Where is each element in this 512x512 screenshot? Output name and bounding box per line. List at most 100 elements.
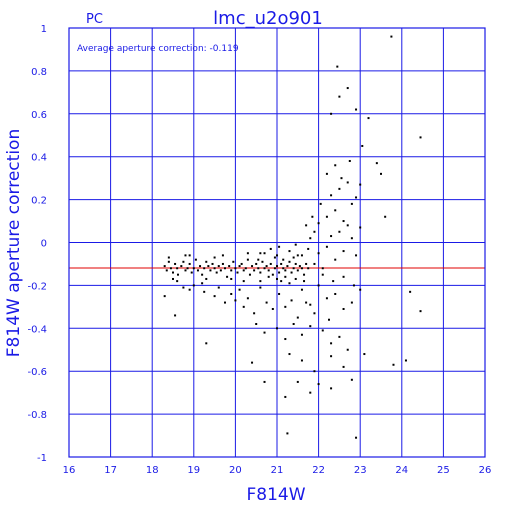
data-point	[292, 267, 295, 270]
data-point	[294, 277, 297, 280]
data-point	[259, 271, 262, 274]
data-point	[276, 277, 278, 280]
data-point	[419, 136, 422, 139]
data-point	[234, 299, 237, 302]
data-point	[246, 297, 249, 300]
data-point	[309, 391, 312, 394]
data-point	[280, 280, 283, 283]
data-point	[267, 269, 270, 272]
data-point	[305, 262, 308, 265]
data-point	[238, 265, 241, 268]
data-point	[255, 262, 258, 265]
data-point	[263, 331, 266, 334]
y-tick-labels: -1 -0.8 -0.6 -0.4 -0.2 0 0.2 0.4 0.6 0.8 1	[27, 24, 47, 464]
data-point	[224, 267, 226, 270]
data-point	[221, 262, 224, 265]
data-point	[186, 267, 189, 270]
data-point	[313, 230, 316, 233]
data-point	[269, 262, 272, 265]
data-point	[167, 260, 170, 263]
x-tick-label: 26	[479, 465, 492, 476]
data-point	[236, 271, 239, 274]
data-point	[215, 271, 218, 274]
data-point	[205, 342, 208, 345]
data-point	[240, 262, 243, 265]
data-point	[230, 269, 233, 272]
y-axis-label: F814W aperture correction	[4, 129, 24, 357]
data-point	[330, 355, 333, 358]
data-point	[219, 269, 222, 272]
data-point	[251, 361, 254, 364]
data-point	[244, 267, 247, 270]
data-point	[201, 273, 204, 276]
data-point	[207, 265, 210, 268]
data-point	[307, 247, 310, 250]
data-point	[284, 275, 287, 278]
data-point	[338, 95, 341, 98]
data-point	[257, 267, 260, 270]
y-tick-label: -0.2	[27, 281, 47, 292]
data-point	[317, 222, 320, 225]
y-tick-label: -0.6	[27, 367, 47, 378]
data-point	[167, 256, 170, 259]
data-point	[280, 262, 283, 265]
data-point	[251, 265, 254, 268]
data-point	[228, 265, 231, 268]
data-point	[367, 117, 370, 120]
data-point	[390, 35, 393, 38]
data-point	[267, 275, 270, 278]
data-point	[238, 288, 241, 291]
data-point	[348, 159, 351, 162]
data-point	[359, 226, 362, 229]
data-point	[305, 301, 308, 304]
data-point	[325, 245, 328, 248]
data-point	[182, 286, 185, 289]
data-point	[330, 194, 333, 197]
data-point	[328, 318, 330, 321]
x-tick-labels: 16 17 18 19 20 21 22 23 24 25 26	[63, 465, 492, 476]
data-point	[290, 299, 293, 302]
data-point	[169, 267, 172, 270]
data-point	[174, 262, 177, 265]
data-point	[300, 288, 303, 291]
data-point	[184, 269, 187, 272]
data-point	[278, 245, 281, 248]
data-point	[409, 290, 412, 293]
data-point	[263, 380, 266, 383]
data-point	[288, 260, 291, 263]
data-point	[284, 395, 287, 398]
data-point	[265, 301, 268, 304]
data-point	[205, 277, 208, 280]
data-point	[342, 220, 345, 223]
data-point	[350, 301, 353, 304]
data-point	[334, 209, 337, 212]
data-point	[196, 269, 199, 272]
data-point	[188, 254, 191, 257]
data-point	[309, 303, 312, 306]
data-point	[419, 310, 422, 313]
data-point	[380, 172, 382, 175]
y-tick-label: 0.8	[31, 67, 47, 78]
data-point	[184, 254, 187, 257]
data-point	[242, 269, 245, 272]
data-point	[338, 187, 341, 190]
data-point	[188, 262, 191, 265]
data-point	[296, 380, 299, 383]
data-point	[203, 267, 206, 270]
data-point	[375, 162, 378, 165]
data-point	[303, 273, 306, 276]
y-tick-label: 0.2	[31, 196, 47, 207]
data-point	[288, 250, 291, 253]
data-point	[404, 359, 407, 362]
data-point	[317, 252, 320, 255]
data-point	[309, 325, 312, 328]
data-point	[342, 275, 345, 278]
data-point	[294, 243, 297, 246]
data-point	[194, 258, 197, 261]
data-point	[284, 305, 287, 308]
data-point	[300, 254, 303, 257]
data-point	[286, 432, 289, 435]
data-point	[296, 254, 299, 257]
data-point	[350, 202, 353, 205]
